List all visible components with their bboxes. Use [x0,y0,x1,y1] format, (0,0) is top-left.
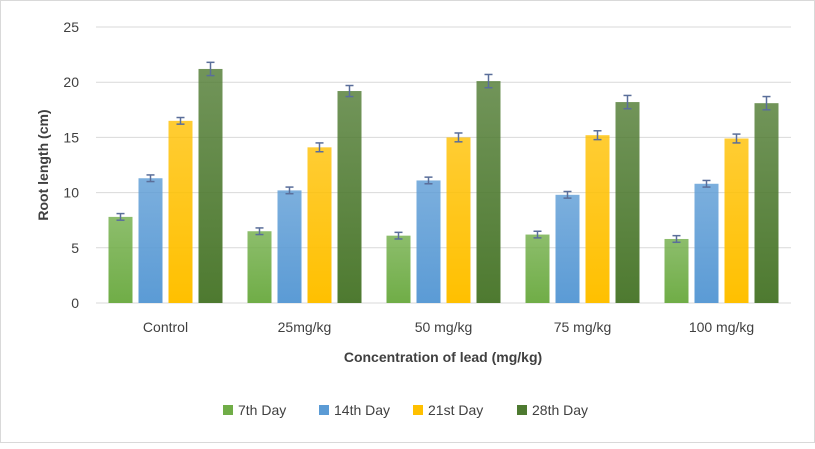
bar [694,183,719,303]
bar [754,103,779,304]
y-tick-label: 20 [63,74,79,90]
bar [615,102,640,304]
x-tick-label: 100 mg/kg [689,319,754,335]
legend-label: 14th Day [334,402,390,418]
bar [525,234,550,303]
x-tick-label: 25mg/kg [278,319,332,335]
y-tick-label: 5 [71,240,79,256]
y-axis-label: Root length (cm) [35,109,51,220]
bar [108,216,133,303]
legend-item: 14th Day [319,402,390,418]
legend-item: 21st Day [413,402,483,418]
legend-swatch [319,405,329,415]
bar [168,120,193,303]
bar [337,91,362,303]
y-tick-label: 15 [63,129,79,145]
y-tick-label: 10 [63,185,79,201]
x-tick-label: 75 mg/kg [554,319,612,335]
bar [585,135,610,303]
legend-label: 7th Day [238,402,286,418]
bar [446,137,471,303]
legend-label: 21st Day [428,402,483,418]
legend-item: 7th Day [223,402,286,418]
legend-label: 28th Day [532,402,588,418]
legend-item: 28th Day [517,402,588,418]
bar [724,138,749,303]
bar [555,194,580,303]
x-axis-label: Concentration of lead (mg/kg) [344,349,542,365]
bar [416,180,441,303]
x-tick-label: 50 mg/kg [415,319,473,335]
y-tick-label: 25 [63,19,79,35]
bar [138,178,163,303]
legend-swatch [517,405,527,415]
bar [476,81,501,303]
bar [247,231,272,303]
bar [307,147,332,303]
y-tick-label: 0 [71,295,79,311]
legend-swatch [223,405,233,415]
bar [198,68,223,304]
x-tick-label: Control [143,319,188,335]
bar [386,235,411,303]
legend-swatch [413,405,423,415]
bar [277,190,302,303]
bar [664,238,689,303]
